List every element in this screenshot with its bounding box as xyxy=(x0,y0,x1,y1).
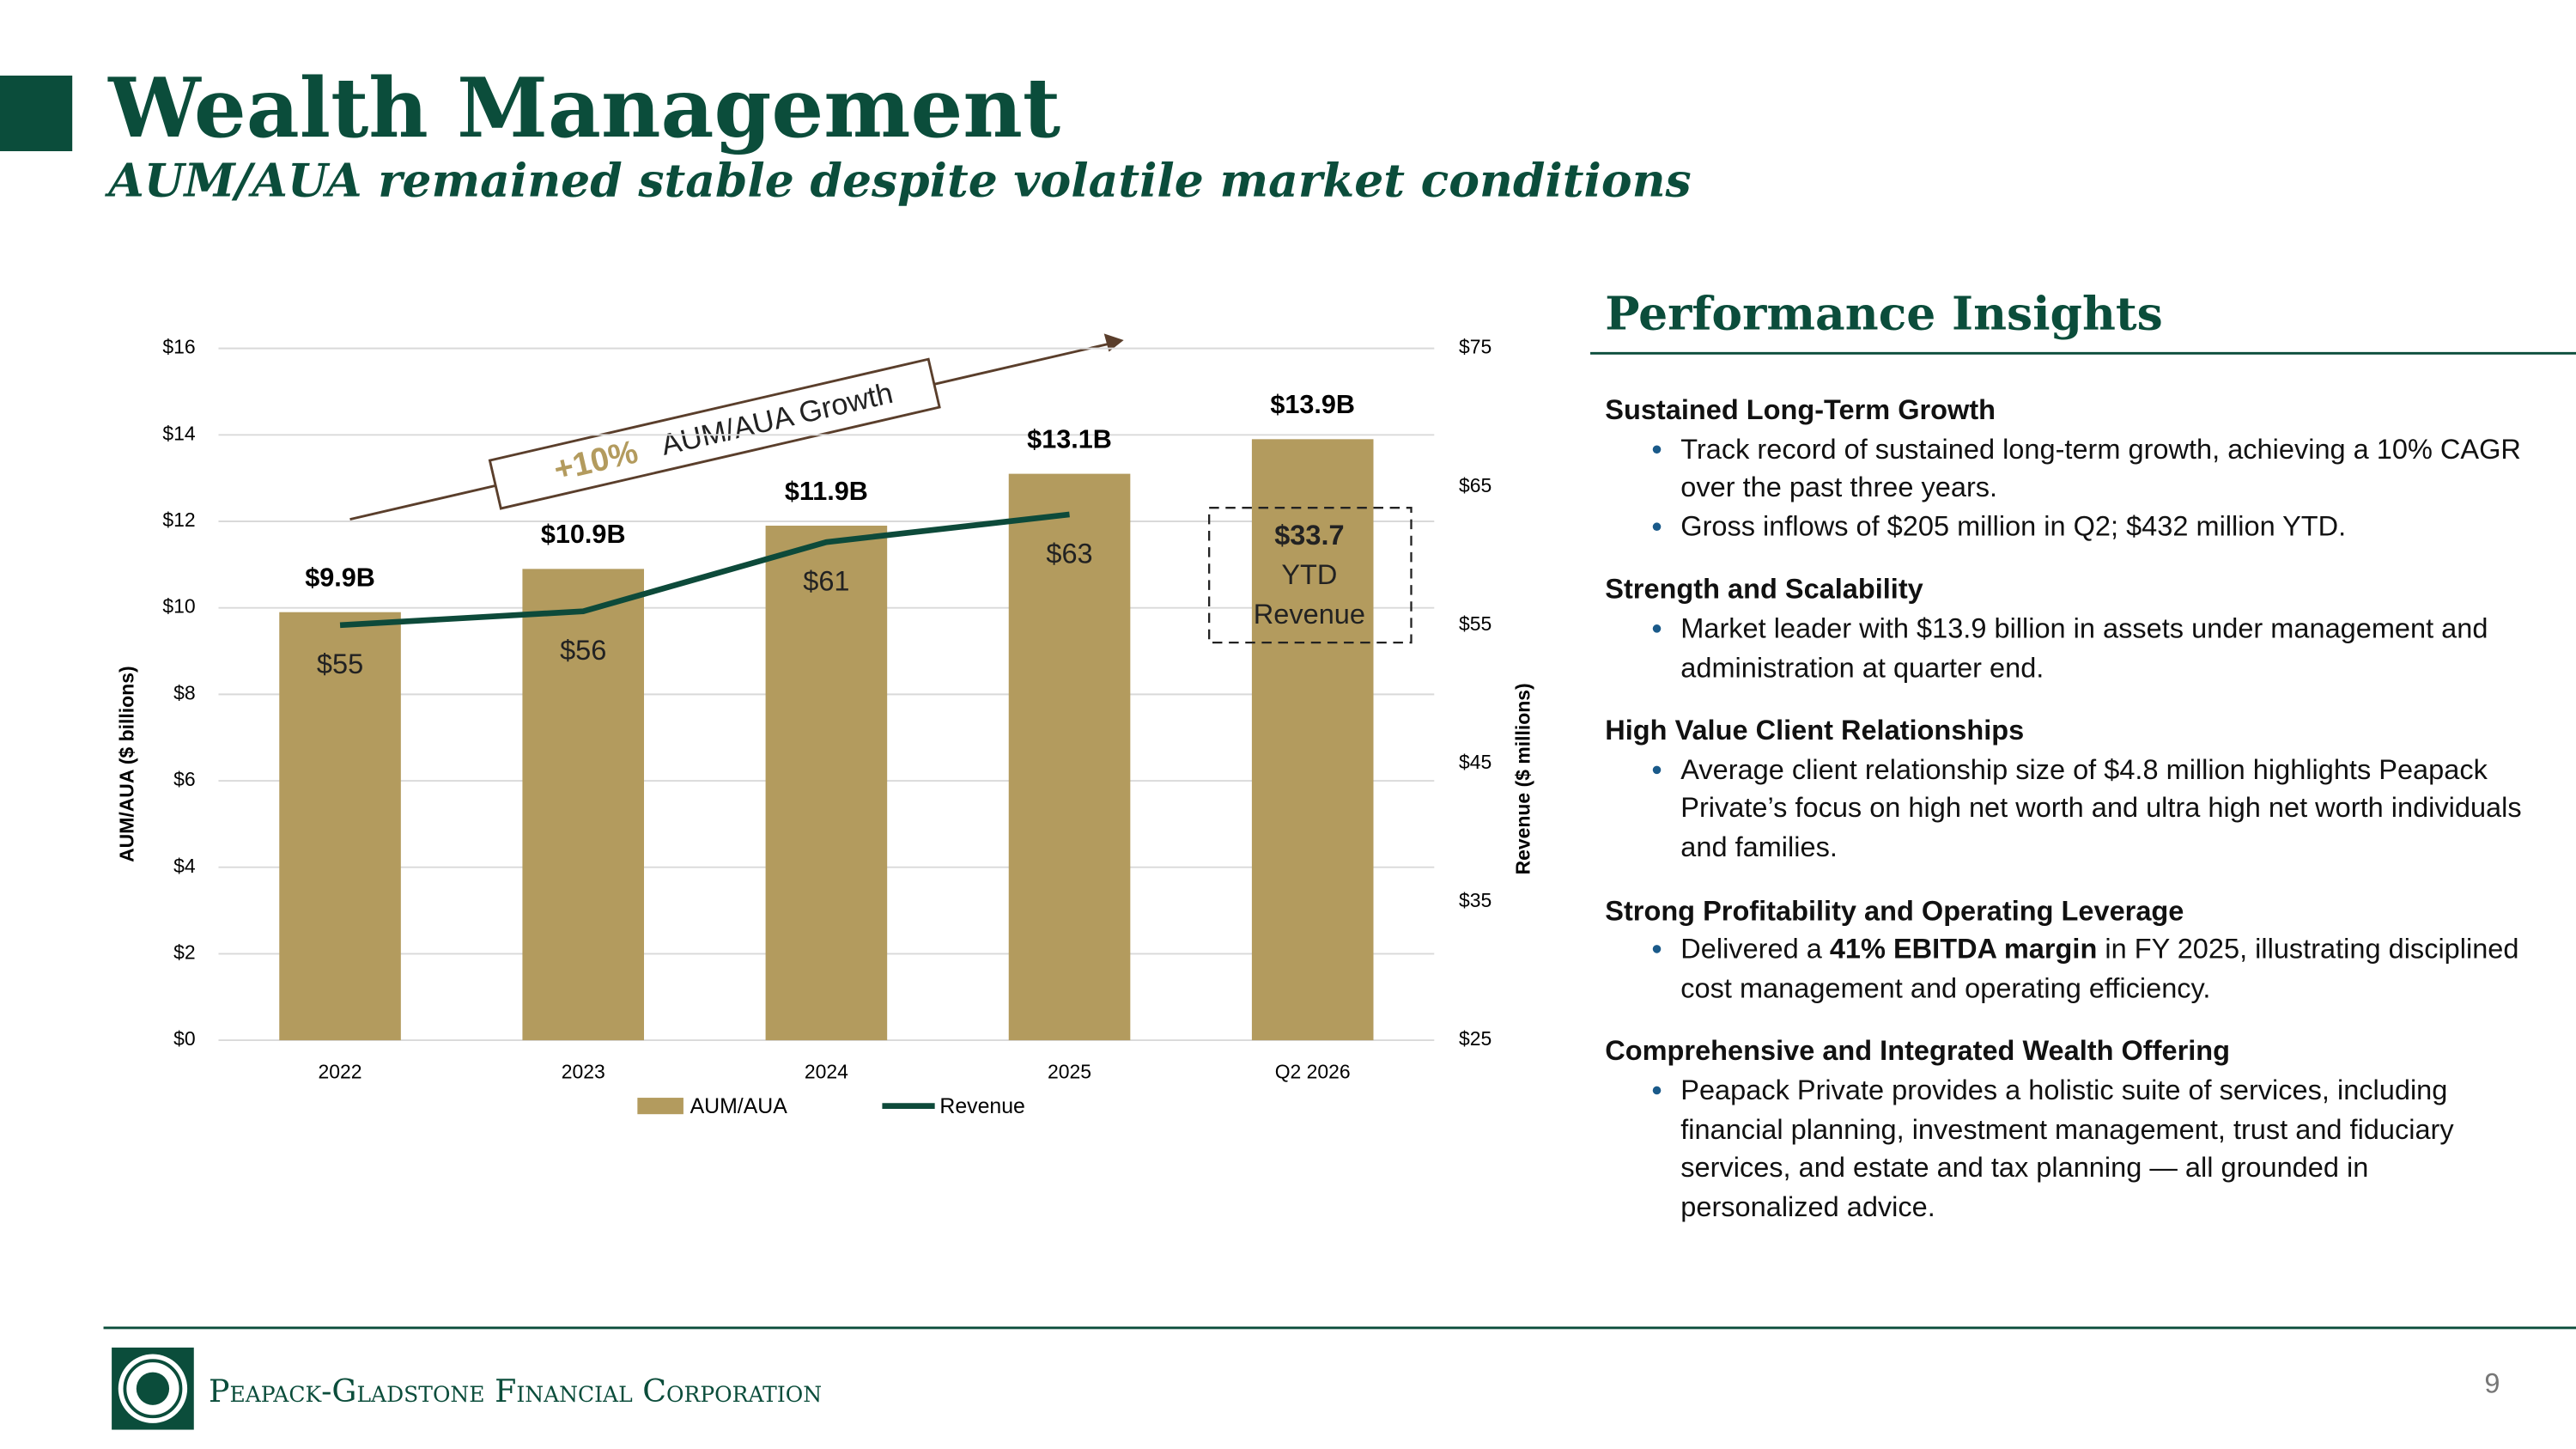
y2-tick-label: $55 xyxy=(1459,612,1492,635)
bullet-list: Delivered a 41% EBITDA margin in FY 2025… xyxy=(1605,930,2524,1008)
bullet-text: Delivered a xyxy=(1680,933,1830,965)
line-label: $56 xyxy=(560,635,606,666)
ytd-box xyxy=(1208,507,1413,644)
y-tick-label: $12 xyxy=(162,508,195,531)
y2-axis-title: Revenue ($ millions) xyxy=(1512,683,1534,874)
bar xyxy=(522,569,645,1041)
insights: Sustained Long-Term GrowthTrack record o… xyxy=(1605,391,2524,1226)
x-tick-label: 2025 xyxy=(1048,1060,1091,1082)
legend-label: Revenue xyxy=(939,1094,1025,1118)
bar xyxy=(279,612,401,1041)
line-label: $55 xyxy=(317,648,363,679)
bullet-bold: 41% EBITDA margin xyxy=(1829,933,2098,965)
y-tick-label: $0 xyxy=(173,1027,196,1050)
logo xyxy=(112,1347,194,1430)
section-heading: Comprehensive and Integrated Wealth Offe… xyxy=(1605,1035,2230,1068)
bullet: Market leader with $13.9 billion in asse… xyxy=(1680,610,2524,687)
y-tick-label: $16 xyxy=(162,336,195,358)
y2-tick-label: $45 xyxy=(1459,751,1492,773)
y2-tick-label: $65 xyxy=(1459,474,1492,496)
line xyxy=(339,511,1070,629)
bar-label: $13.1B xyxy=(1027,424,1112,454)
y-tick-label: $10 xyxy=(162,595,195,618)
y2-tick-label: $25 xyxy=(1459,1027,1492,1050)
line-label: $61 xyxy=(803,566,849,597)
ytd-text: Revenue xyxy=(1254,599,1365,630)
bar xyxy=(1251,439,1374,1041)
y-tick-label: $14 xyxy=(162,422,196,444)
legend-label: AUM/AUA xyxy=(690,1094,788,1118)
section-heading: Strength and Scalability xyxy=(1605,574,1923,606)
section-heading: Strong Profitability and Operating Lever… xyxy=(1605,894,2184,927)
y-axis-title: AUM/AUA ($ billions) xyxy=(115,666,137,862)
bullet: Average client relationship size of $4.8… xyxy=(1680,751,2524,867)
x-tick-label: Q2 2026 xyxy=(1275,1060,1351,1082)
bar-label: $11.9B xyxy=(785,477,868,506)
bar-label: $13.9B xyxy=(1270,390,1355,419)
ytd-text: $33.7 xyxy=(1274,520,1344,551)
y2-tick-label: $35 xyxy=(1459,889,1492,911)
growth-arrow: +10% AUM/AUA Growth xyxy=(349,333,1124,521)
y2-tick-label: $75 xyxy=(1459,336,1492,358)
section-heading: Sustained Long-Term Growth xyxy=(1605,394,1996,426)
title: Wealth Management xyxy=(107,59,1060,156)
bullet-list: Peapack Private provides a holistic suit… xyxy=(1605,1071,2524,1227)
bullet: Delivered a 41% EBITDA margin in FY 2025… xyxy=(1680,930,2524,1008)
y-tick-label: $4 xyxy=(173,855,196,877)
bar xyxy=(765,526,888,1041)
bullet: Gross inflows of $205 million in Q2; $43… xyxy=(1680,508,2524,546)
bar-label: $10.9B xyxy=(541,520,626,549)
bullet: Peapack Private provides a holistic suit… xyxy=(1680,1071,2524,1227)
title-marker xyxy=(0,76,73,152)
x-tick-label: 2022 xyxy=(319,1060,362,1082)
line-label: $63 xyxy=(1046,538,1092,569)
page-number: 9 xyxy=(2484,1367,2500,1398)
y-tick-label: $6 xyxy=(173,768,196,790)
x-tick-label: 2024 xyxy=(805,1060,848,1082)
bullet-list: Average client relationship size of $4.8… xyxy=(1605,751,2524,867)
section-heading: High Value Client Relationships xyxy=(1605,715,2025,746)
y-tick-label: $2 xyxy=(173,941,196,963)
ytd-text: YTD xyxy=(1281,559,1337,590)
y-tick-label: $8 xyxy=(173,681,196,703)
insights-title: Performance Insights xyxy=(1605,286,2163,340)
bar-label: $9.9B xyxy=(305,563,375,593)
bullet: Track record of sustained long-term grow… xyxy=(1680,429,2524,507)
bar xyxy=(1008,473,1131,1041)
subtitle: AUM/AUA remained stable despite volatile… xyxy=(104,153,1691,207)
legend-swatch xyxy=(637,1098,683,1115)
bullet-list: Market leader with $13.9 billion in asse… xyxy=(1605,610,2524,687)
bullet-list: Track record of sustained long-term grow… xyxy=(1605,429,2524,545)
x-tick-label: 2023 xyxy=(562,1060,605,1082)
company-name: Peapack-Gladstone Financial Corporation xyxy=(209,1373,822,1409)
bullet-text: in FY 2025, illustrating disciplined cos… xyxy=(1680,933,2519,1004)
